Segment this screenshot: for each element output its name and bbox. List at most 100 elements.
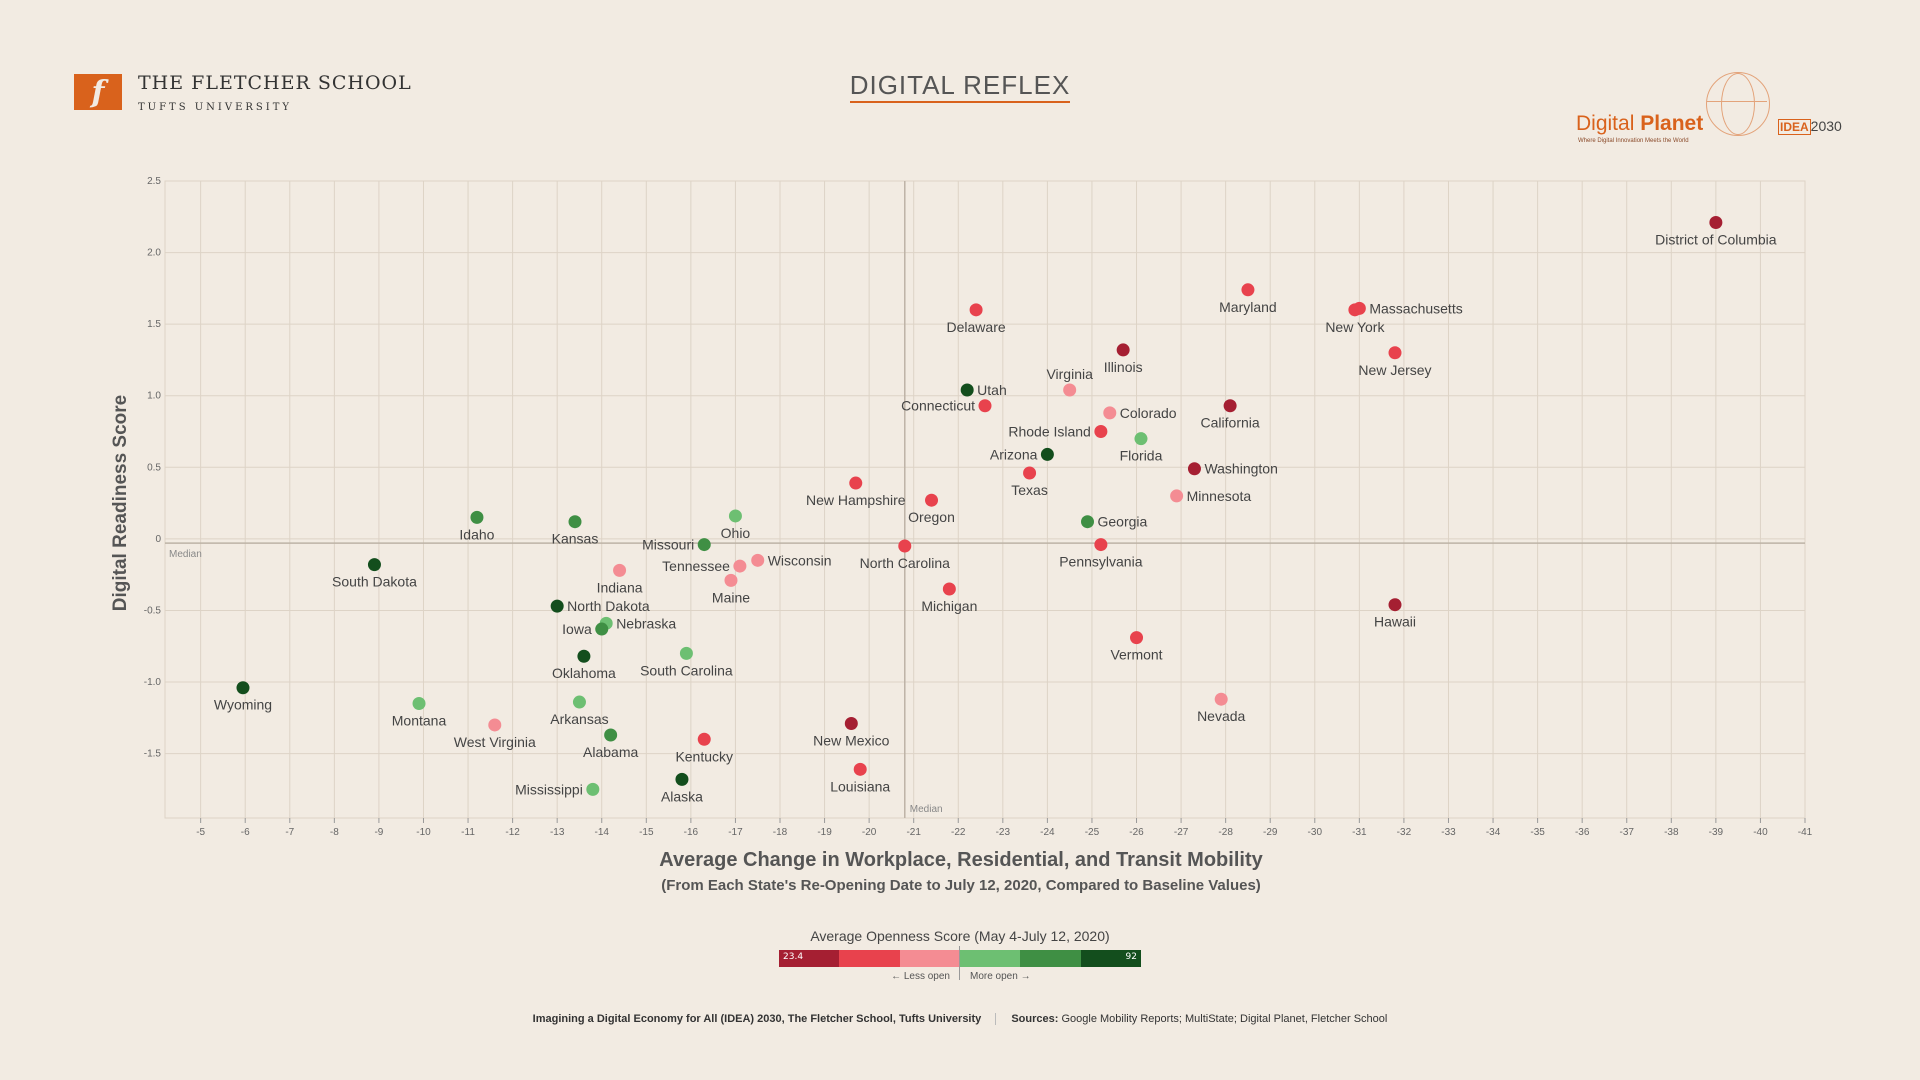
x-tick-label: -39 xyxy=(1709,827,1724,838)
point-idaho xyxy=(470,510,484,524)
label-delaware: Delaware xyxy=(947,319,1006,335)
point-south-dakota xyxy=(367,558,381,572)
x-tick-label: -40 xyxy=(1753,827,1768,838)
label-ohio: Ohio xyxy=(721,525,751,541)
label-wisconsin: Wisconsin xyxy=(768,552,832,568)
point-michigan xyxy=(942,582,956,596)
point-minnesota xyxy=(1170,489,1184,503)
point-rhode-island xyxy=(1094,425,1108,439)
x-tick-label: -19 xyxy=(817,827,832,838)
label-new-hampshire: New Hampshire xyxy=(806,492,906,508)
idea-logo-suffix: 2030 xyxy=(1810,118,1842,134)
point-virginia xyxy=(1063,383,1077,397)
point-new-york xyxy=(1348,303,1362,317)
point-oklahoma xyxy=(577,649,591,663)
x-tick-label: -30 xyxy=(1308,827,1323,838)
label-new-york: New York xyxy=(1325,319,1385,335)
label-west-virginia: West Virginia xyxy=(454,734,536,750)
label-colorado: Colorado xyxy=(1120,405,1177,421)
data-points: District of Columbia Maryland Massachusett… xyxy=(214,216,1777,804)
label-texas: Texas xyxy=(1011,482,1048,498)
label-north-carolina: North Carolina xyxy=(860,555,950,571)
point-kansas xyxy=(568,515,582,529)
x-tick-label: -13 xyxy=(550,827,565,838)
y-tick-label: -0.5 xyxy=(144,605,162,616)
x-tick-label: -7 xyxy=(285,827,294,838)
y-axis-title: Digital Readiness Score xyxy=(110,395,131,611)
label-north-dakota: North Dakota xyxy=(567,598,650,614)
label-kansas: Kansas xyxy=(552,531,599,547)
x-tick-label: -33 xyxy=(1441,827,1456,838)
label-utah: Utah xyxy=(977,382,1007,398)
x-tick-label: -24 xyxy=(1040,827,1055,838)
point-mississippi xyxy=(586,782,600,796)
x-tick-label: -22 xyxy=(951,827,966,838)
x-tick-label: -17 xyxy=(728,827,743,838)
sources-text: Google Mobility Reports; MultiState; Dig… xyxy=(1061,1013,1388,1025)
label-hawaii: Hawaii xyxy=(1374,614,1416,630)
y-tick-label: -1.0 xyxy=(144,677,162,688)
point-arkansas xyxy=(572,695,586,709)
point-kentucky xyxy=(697,732,711,746)
legend-swatch-3 xyxy=(899,950,960,967)
legend-less-label: Less open xyxy=(903,971,950,982)
label-maine: Maine xyxy=(712,589,750,605)
footer: Imagining a Digital Economy for All (IDE… xyxy=(0,1013,1920,1025)
label-missouri: Missouri xyxy=(642,537,694,553)
label-nevada: Nevada xyxy=(1197,708,1245,724)
label-new-mexico: New Mexico xyxy=(813,733,889,749)
openness-legend: Average Openness Score (May 4-July 12, 2… xyxy=(0,928,1920,982)
chart-grid xyxy=(164,180,1806,819)
point-vermont xyxy=(1130,631,1144,645)
median-x-label: Median xyxy=(910,804,943,815)
point-nevada xyxy=(1214,692,1228,706)
point-north-carolina xyxy=(898,539,912,553)
point-alabama xyxy=(604,728,618,742)
footer-credit: Imagining a Digital Economy for All (IDE… xyxy=(532,1013,997,1025)
x-tick-label: -11 xyxy=(461,827,475,838)
page-title-text: DIGITAL REFLEX xyxy=(849,70,1071,103)
point-montana xyxy=(412,696,426,710)
legend-divider xyxy=(959,946,960,980)
label-new-jersey: New Jersey xyxy=(1358,362,1431,378)
scatter-chart: Median Median -5 -6 -7 -8 -9 -10 -11 -12 -13 -14 -1… xyxy=(110,176,1813,894)
label-indiana: Indiana xyxy=(597,579,643,595)
point-washington xyxy=(1187,462,1201,476)
label-michigan: Michigan xyxy=(921,598,977,614)
point-missouri xyxy=(697,538,711,552)
label-wyoming: Wyoming xyxy=(214,697,272,713)
point-illinois xyxy=(1116,343,1130,357)
x-tick-label: -36 xyxy=(1575,827,1590,838)
y-tick-label: 2.0 xyxy=(147,248,161,259)
label-oklahoma: Oklahoma xyxy=(552,665,616,681)
x-tick-label: -21 xyxy=(906,827,921,838)
digital-planet-prefix: Digital xyxy=(1576,112,1641,135)
label-massachusetts: Massachusetts xyxy=(1369,300,1462,316)
x-tick-label: -15 xyxy=(639,827,654,838)
point-wyoming xyxy=(236,681,250,695)
point-texas xyxy=(1023,466,1037,480)
label-virginia: Virginia xyxy=(1046,366,1093,382)
point-maryland xyxy=(1241,283,1255,297)
digital-planet-title: Digital Planet xyxy=(1576,112,1703,136)
digital-planet-suffix: Planet xyxy=(1640,112,1704,135)
point-delaware xyxy=(969,303,983,317)
legend-more-label: More open xyxy=(970,971,1018,982)
point-new-jersey xyxy=(1388,346,1402,360)
point-west-virginia xyxy=(488,718,502,732)
point-indiana xyxy=(613,563,627,577)
x-tick-label: -35 xyxy=(1530,827,1545,838)
globe-icon xyxy=(1706,72,1770,136)
label-arizona: Arizona xyxy=(990,446,1038,462)
x-tick-label: -20 xyxy=(862,827,877,838)
point-new-mexico xyxy=(844,717,858,731)
axis-ticks: -5 -6 -7 -8 -9 -10 -11 -12 -13 -14 -15 -16 -17 -18 -19… xyxy=(144,176,1813,838)
label-district-of-columbia: District of Columbia xyxy=(1655,232,1777,248)
label-iowa: Iowa xyxy=(562,621,592,637)
label-alaska: Alaska xyxy=(661,788,703,804)
label-pennsylvania: Pennsylvania xyxy=(1059,554,1142,570)
label-florida: Florida xyxy=(1120,448,1163,464)
label-oregon: Oregon xyxy=(908,509,955,525)
x-tick-label: -6 xyxy=(241,827,250,838)
idea-logo-prefix: IDEA xyxy=(1778,119,1811,135)
